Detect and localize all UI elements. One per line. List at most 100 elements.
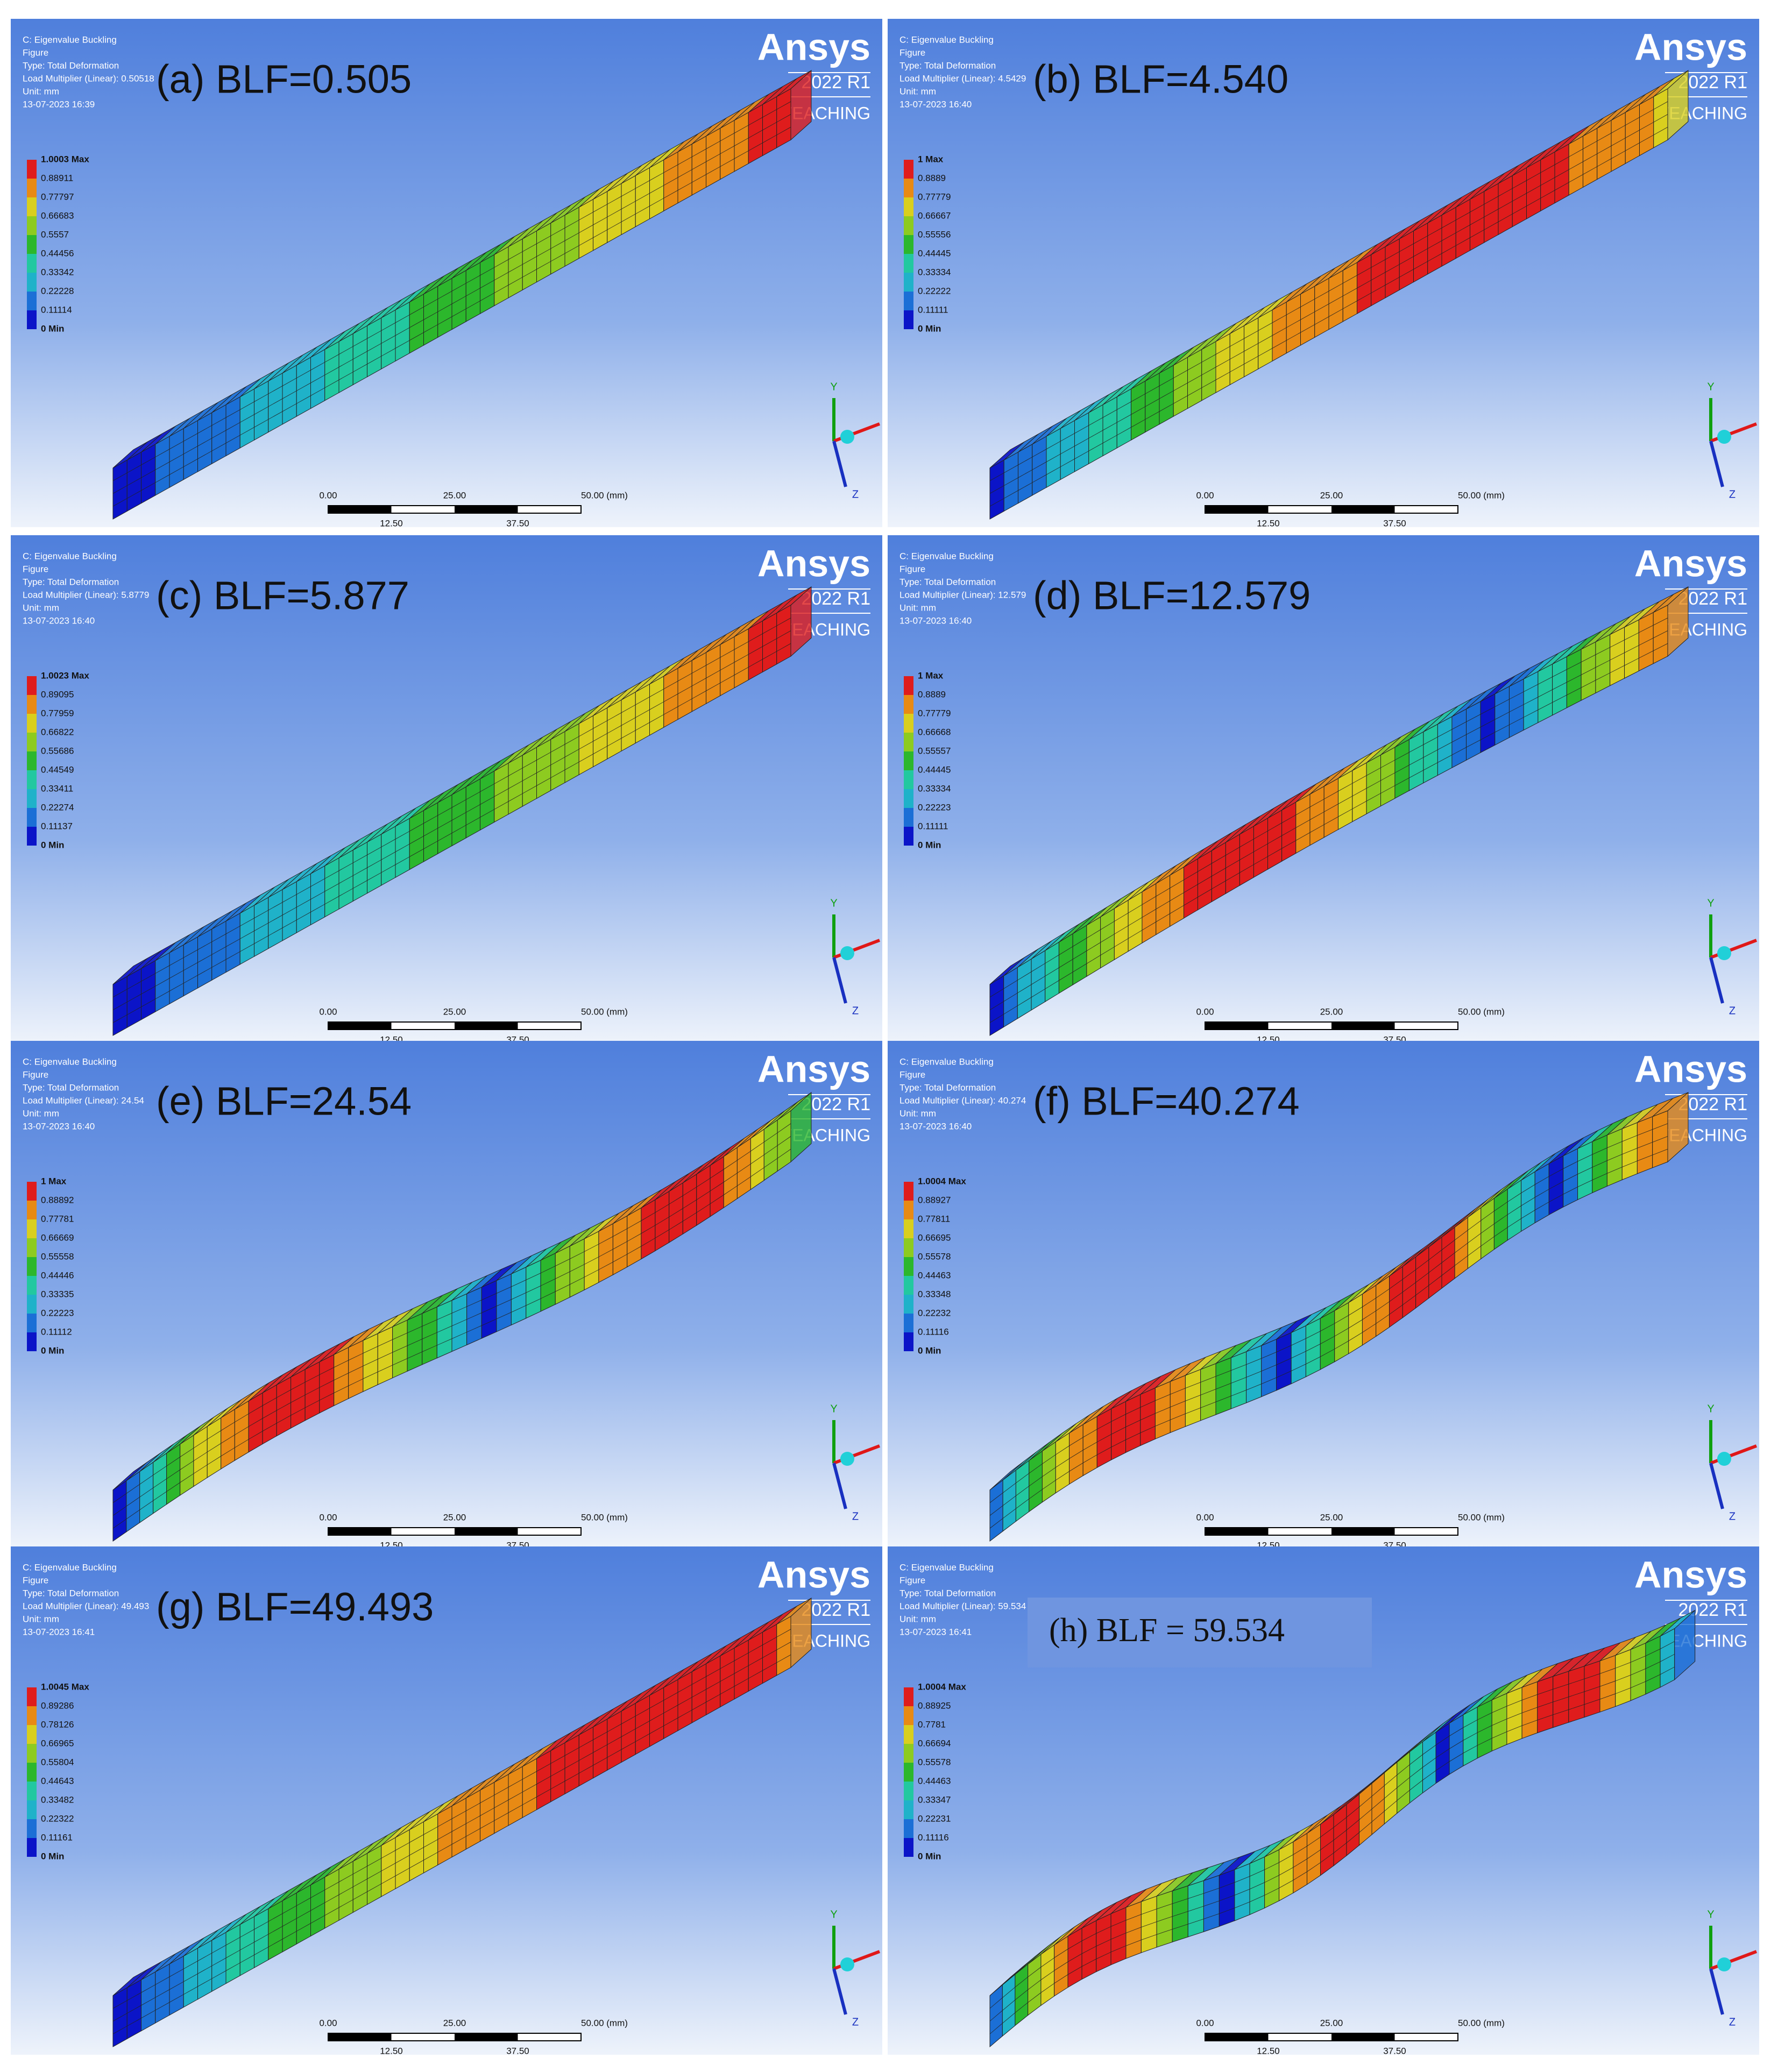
mesh-line (748, 130, 763, 138)
mesh-line (593, 204, 607, 212)
header-text: Load Multiplier (Linear): 0.50518 (23, 73, 154, 83)
legend-label: 0.88927 (918, 1195, 951, 1205)
mesh-line (748, 1657, 763, 1666)
mesh-line (683, 1200, 697, 1209)
mesh-line (1155, 1420, 1171, 1427)
legend-swatch (904, 1295, 913, 1314)
mesh-line (437, 833, 452, 841)
mesh-line (422, 1332, 437, 1339)
mesh-line (1131, 393, 1145, 402)
mesh-line (579, 224, 593, 233)
mesh-line (319, 1367, 334, 1375)
mesh-line (1568, 1704, 1585, 1710)
mesh-line (1067, 1940, 1082, 1949)
header-text: Type: Total Deformation (23, 577, 119, 587)
mesh-line (353, 351, 367, 360)
mesh-line (381, 1876, 396, 1884)
mesh-line (1187, 387, 1202, 396)
mesh-line (1343, 301, 1357, 309)
mesh-line (706, 153, 720, 162)
mesh-line (197, 954, 212, 963)
mesh-line (550, 1755, 565, 1764)
mesh-line (1563, 1174, 1578, 1182)
mesh-line (1239, 839, 1254, 848)
beam (989, 1609, 1696, 2048)
mesh-line (1219, 1882, 1235, 1889)
legend-swatch (27, 197, 37, 216)
mesh-line (550, 228, 565, 236)
mesh-line (112, 989, 127, 998)
mesh-line (511, 1280, 526, 1287)
legend-swatch (27, 695, 37, 714)
mesh-line (522, 243, 537, 252)
mesh-line (1653, 643, 1668, 651)
legend-label: 0.66965 (41, 1738, 74, 1748)
mesh-line (407, 1339, 422, 1346)
mesh-line (1423, 762, 1438, 771)
legend-label: 0.55804 (41, 1757, 74, 1767)
mesh-line (776, 618, 791, 626)
mesh-line (381, 335, 396, 344)
mesh-line (381, 348, 396, 357)
mesh-line (1086, 955, 1101, 964)
mesh-line (777, 1148, 791, 1159)
mesh-line (367, 860, 381, 868)
mesh-line (494, 776, 509, 784)
mesh-line (423, 841, 438, 849)
mesh-line (166, 1470, 180, 1479)
mesh-line (409, 307, 424, 315)
mesh-line (613, 1228, 627, 1237)
header-text: Figure (899, 1069, 925, 1080)
mesh-line (593, 1744, 607, 1753)
mesh-line (155, 474, 170, 483)
mesh-line (1264, 1875, 1279, 1883)
result-panel: C: Eigenvalue Buckling Figure Type: Total … (11, 19, 882, 527)
legend-label: 0.11111 (918, 821, 948, 831)
mesh-line (1234, 1901, 1250, 1908)
mesh-line (338, 888, 353, 897)
axis-z (832, 1463, 847, 1509)
mesh-line (737, 1163, 751, 1174)
mesh-line (240, 427, 254, 436)
mesh-line (579, 237, 593, 246)
legend-swatch (27, 1295, 37, 1314)
mesh-line (480, 809, 494, 818)
mesh-line (677, 1684, 692, 1693)
mesh-line (1385, 276, 1400, 286)
triad-origin (840, 1452, 854, 1466)
mesh-line (1366, 767, 1381, 776)
mesh-line (1088, 443, 1103, 451)
mesh-line (696, 1190, 711, 1200)
mesh-line (1018, 482, 1032, 491)
mesh-line (720, 133, 735, 141)
mesh-line (1074, 451, 1089, 459)
mesh-line (240, 414, 254, 423)
mesh-line (268, 411, 283, 420)
mesh-line (348, 1378, 364, 1386)
scale-label: 50.00 (mm) (1458, 1006, 1505, 1017)
mesh-line (669, 1208, 683, 1217)
mesh-line (1170, 879, 1184, 889)
mesh-line (1352, 800, 1367, 810)
legend-label: 0.33411 (41, 783, 73, 793)
mesh-line (1102, 435, 1117, 444)
mesh-line (1017, 984, 1032, 994)
mesh-line (522, 760, 537, 769)
header-text: Type: Total Deformation (23, 1588, 119, 1598)
mesh-line (598, 1261, 613, 1270)
mesh-line (1630, 1656, 1646, 1663)
mesh-line (254, 1934, 268, 1942)
mesh-line (762, 109, 777, 118)
mesh-line (1159, 391, 1174, 399)
mesh-line (395, 831, 410, 840)
mesh-line (1016, 1499, 1030, 1509)
mesh-line (1538, 677, 1553, 685)
mesh-line (1346, 1806, 1359, 1818)
mesh-line (1002, 2012, 1016, 2024)
logo-version: 2022 R1 (801, 72, 870, 93)
mesh-line (1334, 1315, 1349, 1324)
mesh-line (437, 1312, 452, 1320)
scale-label: 50.00 (mm) (1458, 490, 1505, 500)
beam (989, 69, 1689, 520)
mesh-line (1184, 884, 1198, 893)
